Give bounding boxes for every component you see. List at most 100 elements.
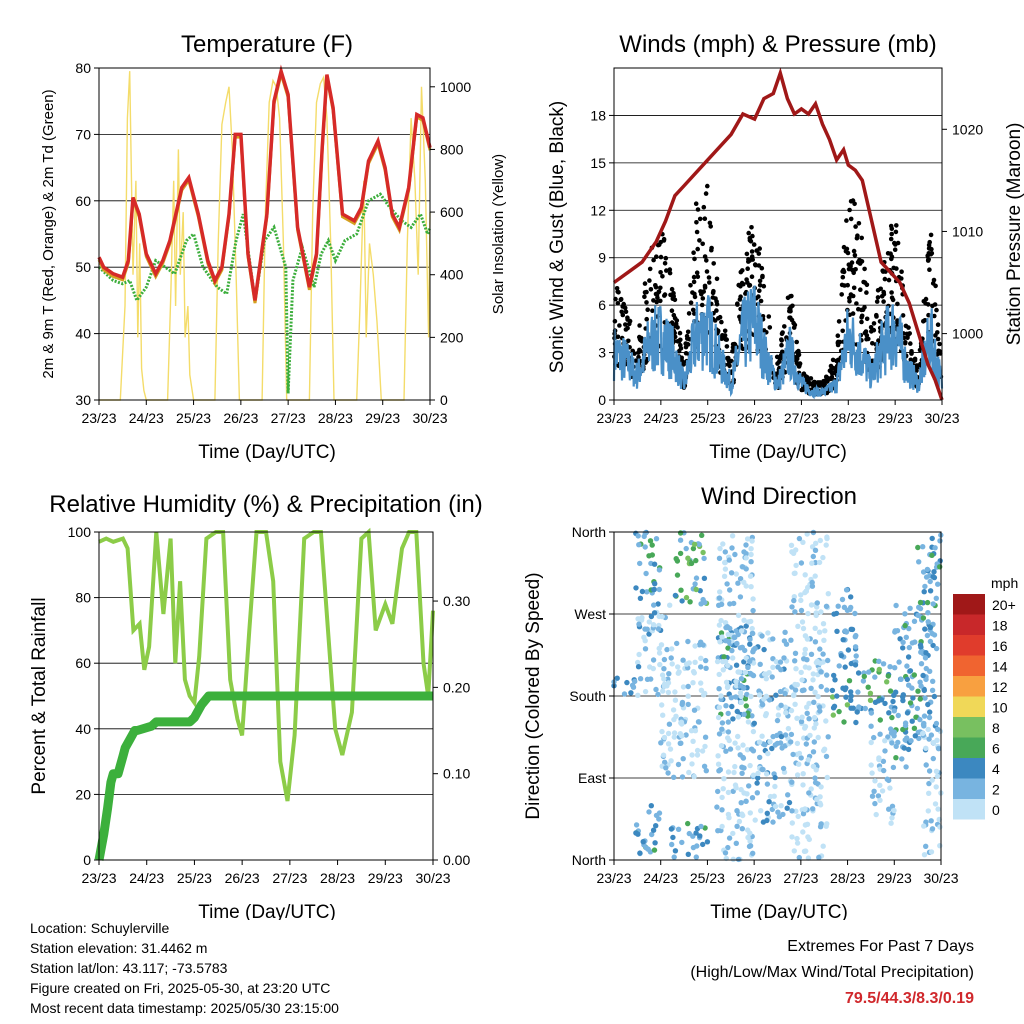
gust-point bbox=[850, 198, 856, 203]
direction-point bbox=[716, 704, 723, 711]
direction-point bbox=[806, 836, 812, 843]
direction-point bbox=[725, 631, 731, 638]
direction-point bbox=[920, 544, 926, 550]
gust-point bbox=[932, 313, 937, 319]
direction-point bbox=[842, 628, 848, 634]
y2-tick-label: 800 bbox=[440, 141, 464, 157]
x-tick-label: 28/23 bbox=[830, 870, 865, 886]
direction-point bbox=[810, 806, 816, 812]
gust-point bbox=[756, 263, 762, 268]
y2-tick-label: 0 bbox=[440, 392, 448, 408]
direction-point bbox=[829, 694, 836, 700]
direction-point bbox=[701, 575, 708, 581]
direction-point bbox=[735, 580, 741, 586]
gust-point bbox=[860, 307, 866, 313]
direction-point bbox=[794, 835, 800, 842]
direction-point bbox=[721, 654, 727, 660]
direction-point bbox=[923, 762, 929, 768]
direction-point bbox=[855, 670, 862, 676]
gust-point bbox=[632, 351, 637, 356]
station-location: Location: Schuylerville bbox=[30, 920, 170, 936]
direction-point bbox=[872, 674, 878, 680]
direction-point bbox=[872, 699, 879, 705]
direction-point bbox=[725, 662, 731, 669]
direction-point bbox=[725, 844, 731, 851]
direction-point bbox=[795, 623, 801, 629]
direction-point bbox=[724, 624, 731, 630]
direction-point bbox=[635, 831, 641, 837]
direction-point bbox=[645, 846, 651, 852]
direction-point bbox=[694, 747, 701, 754]
direction-point bbox=[803, 741, 809, 747]
direction-point bbox=[642, 688, 649, 695]
direction-point bbox=[915, 612, 921, 618]
direction-point bbox=[750, 607, 756, 614]
direction-point bbox=[824, 774, 830, 781]
direction-point bbox=[769, 745, 775, 752]
gust-point bbox=[856, 306, 861, 312]
direction-point bbox=[761, 671, 768, 677]
gust-point bbox=[844, 218, 849, 223]
gust-point bbox=[895, 301, 900, 307]
direction-point bbox=[738, 800, 744, 806]
direction-point bbox=[802, 646, 808, 653]
direction-point bbox=[726, 835, 733, 841]
gust-point bbox=[875, 288, 881, 293]
direction-point bbox=[879, 788, 886, 794]
direction-point bbox=[748, 693, 754, 700]
gust-point bbox=[747, 282, 753, 288]
direction-point bbox=[750, 596, 756, 602]
gust-point bbox=[851, 285, 857, 291]
direction-point bbox=[922, 655, 929, 661]
gust-point bbox=[724, 344, 730, 349]
direction-point bbox=[650, 657, 657, 663]
direction-point bbox=[831, 672, 837, 679]
direction-point bbox=[808, 685, 814, 691]
winds-title: Winds (mph) & Pressure (mb) bbox=[619, 31, 936, 58]
direction-point bbox=[800, 625, 807, 632]
direction-point bbox=[727, 601, 733, 607]
direction-point bbox=[774, 732, 780, 739]
temperature-axes: 30 40 50 60 70 80 23/23 24/23 25/23 26/23 27/23 28/… bbox=[75, 60, 471, 426]
direction-point bbox=[929, 535, 935, 542]
gust-point bbox=[664, 268, 669, 273]
humidity-ylabel: Percent & Total Rainfall bbox=[29, 597, 50, 794]
gust-point bbox=[671, 312, 677, 318]
direction-point bbox=[679, 839, 685, 846]
gust-point bbox=[692, 256, 697, 262]
direction-point bbox=[731, 634, 737, 640]
direction-point bbox=[746, 783, 752, 789]
direction-point bbox=[698, 664, 704, 670]
direction-point bbox=[853, 632, 859, 639]
direction-point bbox=[636, 651, 642, 658]
gust-point bbox=[908, 341, 913, 346]
direction-point bbox=[818, 784, 824, 790]
direction-point bbox=[929, 687, 936, 693]
direction-point bbox=[820, 843, 826, 849]
gust-point bbox=[788, 315, 793, 321]
direction-point bbox=[903, 634, 909, 640]
x-tick-label: 30/23 bbox=[923, 870, 958, 886]
gust-point bbox=[836, 319, 842, 324]
direction-point bbox=[636, 542, 642, 548]
direction-point bbox=[916, 559, 922, 565]
direction-point bbox=[743, 551, 749, 557]
y-tick-label: South bbox=[569, 688, 606, 704]
gust-point bbox=[778, 356, 783, 361]
direction-point bbox=[750, 728, 757, 735]
direction-point bbox=[757, 661, 763, 667]
gust-point bbox=[859, 319, 864, 325]
direction-point bbox=[703, 768, 709, 774]
direction-point bbox=[927, 638, 934, 645]
direction-point bbox=[633, 585, 639, 591]
direction-point bbox=[651, 602, 657, 608]
direction-point bbox=[762, 712, 769, 719]
gust-point bbox=[651, 257, 656, 263]
direction-point bbox=[794, 840, 801, 846]
gust-point bbox=[730, 348, 735, 354]
direction-point bbox=[738, 628, 745, 634]
gust-point bbox=[648, 287, 654, 292]
direction-point bbox=[937, 538, 943, 544]
gust-point bbox=[891, 265, 896, 271]
direction-point bbox=[921, 852, 928, 858]
